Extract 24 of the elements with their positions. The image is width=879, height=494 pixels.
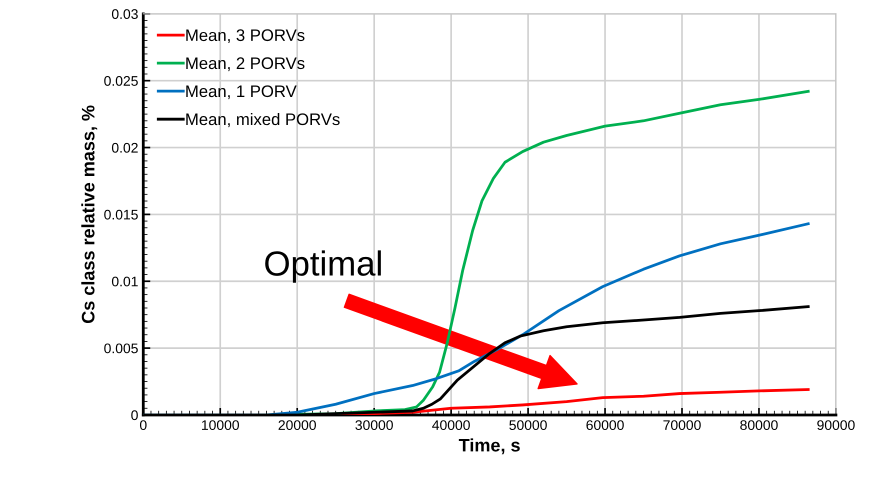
- y-tick-label: 0.01: [112, 276, 138, 286]
- y-tick-label: 0.015: [104, 210, 138, 220]
- x-axis-title: Time, s: [458, 438, 520, 454]
- y-tick-label: 0.005: [104, 343, 138, 354]
- x-tick-label: 10000: [202, 420, 240, 430]
- legend-label: Mean, 2 PORVs: [186, 57, 304, 72]
- x-tick-label: 50000: [509, 420, 547, 430]
- x-tick-label: 30000: [355, 420, 393, 430]
- x-tick-label: 90000: [817, 420, 855, 430]
- x-tick-label: 80000: [740, 420, 778, 430]
- y-tick-label: 0.03: [112, 9, 138, 19]
- x-tick-label: 70000: [663, 420, 701, 430]
- y-axis-title: Cs class relative mass, %: [81, 105, 98, 324]
- y-tick-label: 0.02: [112, 142, 138, 153]
- x-tick-label: 40000: [432, 420, 470, 430]
- annotation: Optimal: [265, 250, 381, 283]
- legend-label: Mean, 1 PORV: [186, 85, 297, 100]
- y-tick-label: 0.025: [104, 76, 138, 86]
- x-tick-label: 60000: [586, 420, 624, 430]
- x-tick-label: 0: [140, 420, 147, 430]
- y-tick-label: 0: [131, 410, 138, 420]
- legend-label: Mean, mixed PORVs: [186, 112, 340, 128]
- x-tick-label: 20000: [278, 420, 316, 430]
- legend-label: Mean, 3 PORVs: [186, 29, 304, 44]
